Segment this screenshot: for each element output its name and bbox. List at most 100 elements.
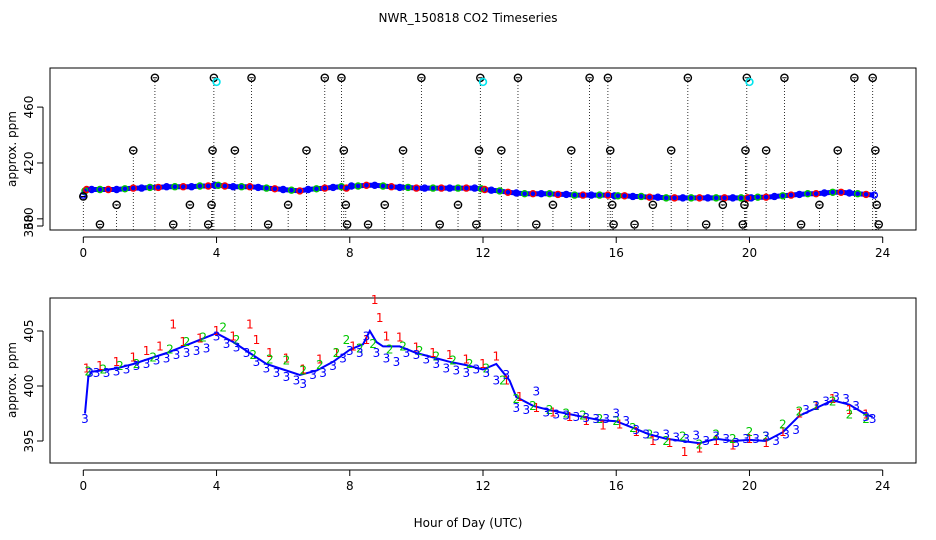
- top-line-point: [254, 183, 262, 192]
- top-flag-point: [833, 146, 843, 155]
- bottom-series-3-point: 3: [183, 346, 191, 360]
- top-line-point: [162, 183, 171, 191]
- bottom-series-1-point: 1: [246, 317, 254, 331]
- bottom-series-3-point: 3: [732, 436, 740, 450]
- bottom-x-tick-label: 24: [875, 479, 890, 493]
- top-flag-point: [666, 146, 676, 155]
- top-flag-point: [380, 200, 390, 210]
- bottom-series-2-point: 2: [183, 335, 191, 349]
- bottom-series-1-point: 1: [413, 341, 421, 355]
- bottom-series-3-point: 3: [622, 414, 630, 428]
- top-x-tick-label: 12: [475, 246, 490, 260]
- bottom-series-1-point: 1: [616, 418, 624, 432]
- bottom-series-2-point: 2: [316, 358, 324, 372]
- bottom-series-1-point: 1: [113, 355, 121, 369]
- bottom-series-2-point: 2: [562, 407, 570, 421]
- top-flag-point: [738, 220, 748, 229]
- bottom-series-2-point: 2: [529, 399, 537, 413]
- top-y-axis-label: approx. ppm: [5, 111, 19, 187]
- top-flag-point: [868, 73, 878, 83]
- bottom-series-2-point: 2: [812, 399, 820, 413]
- top-cyan-point: [478, 77, 488, 87]
- bottom-series-2-point: 2: [662, 434, 670, 448]
- bottom-series-3-point: 3: [842, 392, 850, 406]
- bottom-series-3-point: 3: [522, 403, 530, 417]
- bottom-series-2-point: 2: [779, 418, 787, 432]
- bottom-series-1-point: 1: [599, 419, 607, 433]
- top-line-point: [477, 185, 486, 193]
- bottom-series-1-point: 1: [179, 335, 187, 349]
- bottom-series-3-point: 3: [443, 361, 451, 375]
- bottom-series-3-point: 3: [163, 352, 171, 366]
- bottom-series-2-point: 2: [399, 339, 407, 353]
- top-line-point: [762, 193, 770, 201]
- top-flag-point: [417, 73, 426, 83]
- top-line-point: [629, 192, 637, 201]
- bottom-series-3-point: 3: [293, 374, 301, 388]
- bottom-series-3-point: 3: [393, 355, 401, 369]
- top-flag-point: [203, 220, 213, 229]
- top-line-point: [720, 194, 729, 202]
- bottom-series-3-point: 3: [346, 344, 354, 358]
- bottom-series-3-point: 3: [542, 405, 550, 419]
- bottom-series-3-point: 3: [213, 330, 221, 344]
- bottom-series-3-point: 3: [662, 427, 670, 441]
- bottom-plot-frame: [49, 297, 917, 464]
- bottom-series-2-point: 2: [499, 374, 507, 388]
- bottom-series-3-point: 3: [692, 429, 700, 443]
- bottom-series-1-point: 1: [566, 410, 574, 424]
- top-flag-point: [398, 146, 408, 155]
- top-flag-point: [796, 220, 806, 229]
- bottom-series-1-point: 1: [829, 392, 837, 406]
- top-line-point: [712, 194, 720, 202]
- top-flag-point: [603, 73, 613, 83]
- bottom-series-3-point: 3: [642, 427, 650, 441]
- top-flag-point: [683, 73, 693, 83]
- bottom-series-1-point: 1: [96, 359, 104, 373]
- bottom-series-3-point: 3: [602, 412, 610, 426]
- top-flag-point: [453, 200, 463, 210]
- bottom-series-1-point: 1: [283, 352, 291, 366]
- bottom-series-1-point: 1: [363, 333, 371, 347]
- bottom-y-tick-label: 405: [22, 320, 36, 343]
- bottom-series-2-point: 2: [596, 412, 604, 426]
- top-line-point: [520, 189, 529, 198]
- top-x-tick-label: 4: [213, 246, 221, 260]
- bottom-series-1-point: 1: [493, 349, 501, 363]
- top-flag-point: [701, 220, 711, 229]
- bottom-series-3-point: 3: [862, 410, 870, 424]
- top-flag-point: [609, 220, 618, 229]
- bottom-series-1-point: 1: [712, 434, 720, 448]
- top-flag-point: [79, 192, 88, 201]
- top-line-point: [687, 194, 695, 202]
- top-line-point: [804, 189, 812, 198]
- bottom-series-3-point: 3: [712, 430, 720, 444]
- bottom-series-2-point: 2: [796, 404, 804, 418]
- top-line-point: [504, 188, 512, 196]
- bottom-series-3-point: 3: [702, 434, 710, 448]
- top-line-point: [211, 181, 219, 190]
- top-flag-point: [497, 146, 506, 155]
- top-line-point: [296, 187, 304, 195]
- top-y-tick-label: 360: [22, 215, 36, 238]
- bottom-series-1-point: 1: [429, 346, 437, 360]
- bottom-series-2-point: 2: [433, 349, 441, 363]
- bottom-series-1-point: 1: [333, 346, 341, 360]
- bottom-series-3-point: 3: [133, 359, 141, 373]
- bottom-series-3-point: 3: [722, 432, 730, 446]
- top-axes: 0 4 8 12 16 20 24 380 420 460 360: [22, 96, 890, 260]
- bottom-series-3-point: 3: [309, 368, 317, 382]
- top-flag-point: [207, 200, 216, 210]
- bottom-series-1-point: 1: [549, 405, 557, 419]
- top-flag-point: [605, 146, 615, 155]
- bottom-series-3-point: 3: [356, 346, 364, 360]
- bottom-series-3-point: 3: [363, 330, 371, 344]
- bottom-x-tick-label: 20: [742, 479, 757, 493]
- bottom-series-1-point: 1: [746, 432, 754, 446]
- bottom-x-tick-label: 16: [609, 479, 624, 493]
- top-line-point: [487, 186, 496, 194]
- bottom-series-1-point: 1: [349, 339, 357, 353]
- top-line-point: [221, 182, 229, 190]
- top-line-point: [787, 191, 795, 199]
- bottom-series-3-point: 3: [852, 399, 860, 413]
